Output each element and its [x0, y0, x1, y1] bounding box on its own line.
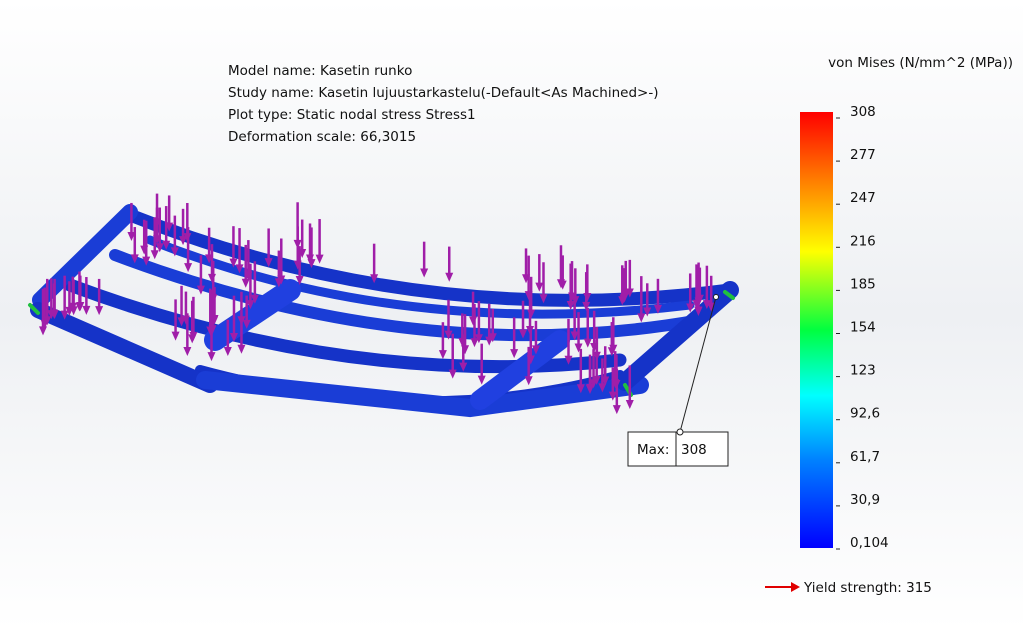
legend-label: 123 — [850, 363, 876, 379]
probe-label: Max: — [637, 442, 669, 458]
legend-label: 61,7 — [850, 449, 880, 465]
legend-label: 185 — [850, 276, 876, 292]
legend-label: 30,9 — [850, 492, 880, 508]
legend-title: von Mises (N/mm^2 (MPa)) — [828, 55, 1013, 71]
legend-label: 0,104 — [850, 535, 889, 551]
legend-label: 277 — [850, 147, 876, 163]
legend-label: 92,6 — [850, 406, 880, 422]
yield-label: Yield strength: 315 — [803, 580, 932, 596]
probe-anchor — [677, 429, 683, 435]
probe-value: 308 — [681, 442, 707, 458]
legend-label: 154 — [850, 320, 876, 336]
viewport: Model name: Kasetin runko Study name: Ka… — [0, 0, 1023, 630]
color-bar — [800, 112, 833, 548]
header-line: Model name: Kasetin runko — [228, 63, 412, 79]
legend-label: 308 — [850, 104, 876, 120]
header-line: Study name: Kasetin lujuustarkastelu(-De… — [228, 85, 659, 101]
legend-label: 247 — [850, 190, 876, 206]
legend-label: 216 — [850, 233, 876, 249]
header-line: Plot type: Static nodal stress Stress1 — [228, 107, 476, 123]
probe-point — [714, 295, 719, 300]
header-line: Deformation scale: 66,3015 — [228, 129, 416, 145]
